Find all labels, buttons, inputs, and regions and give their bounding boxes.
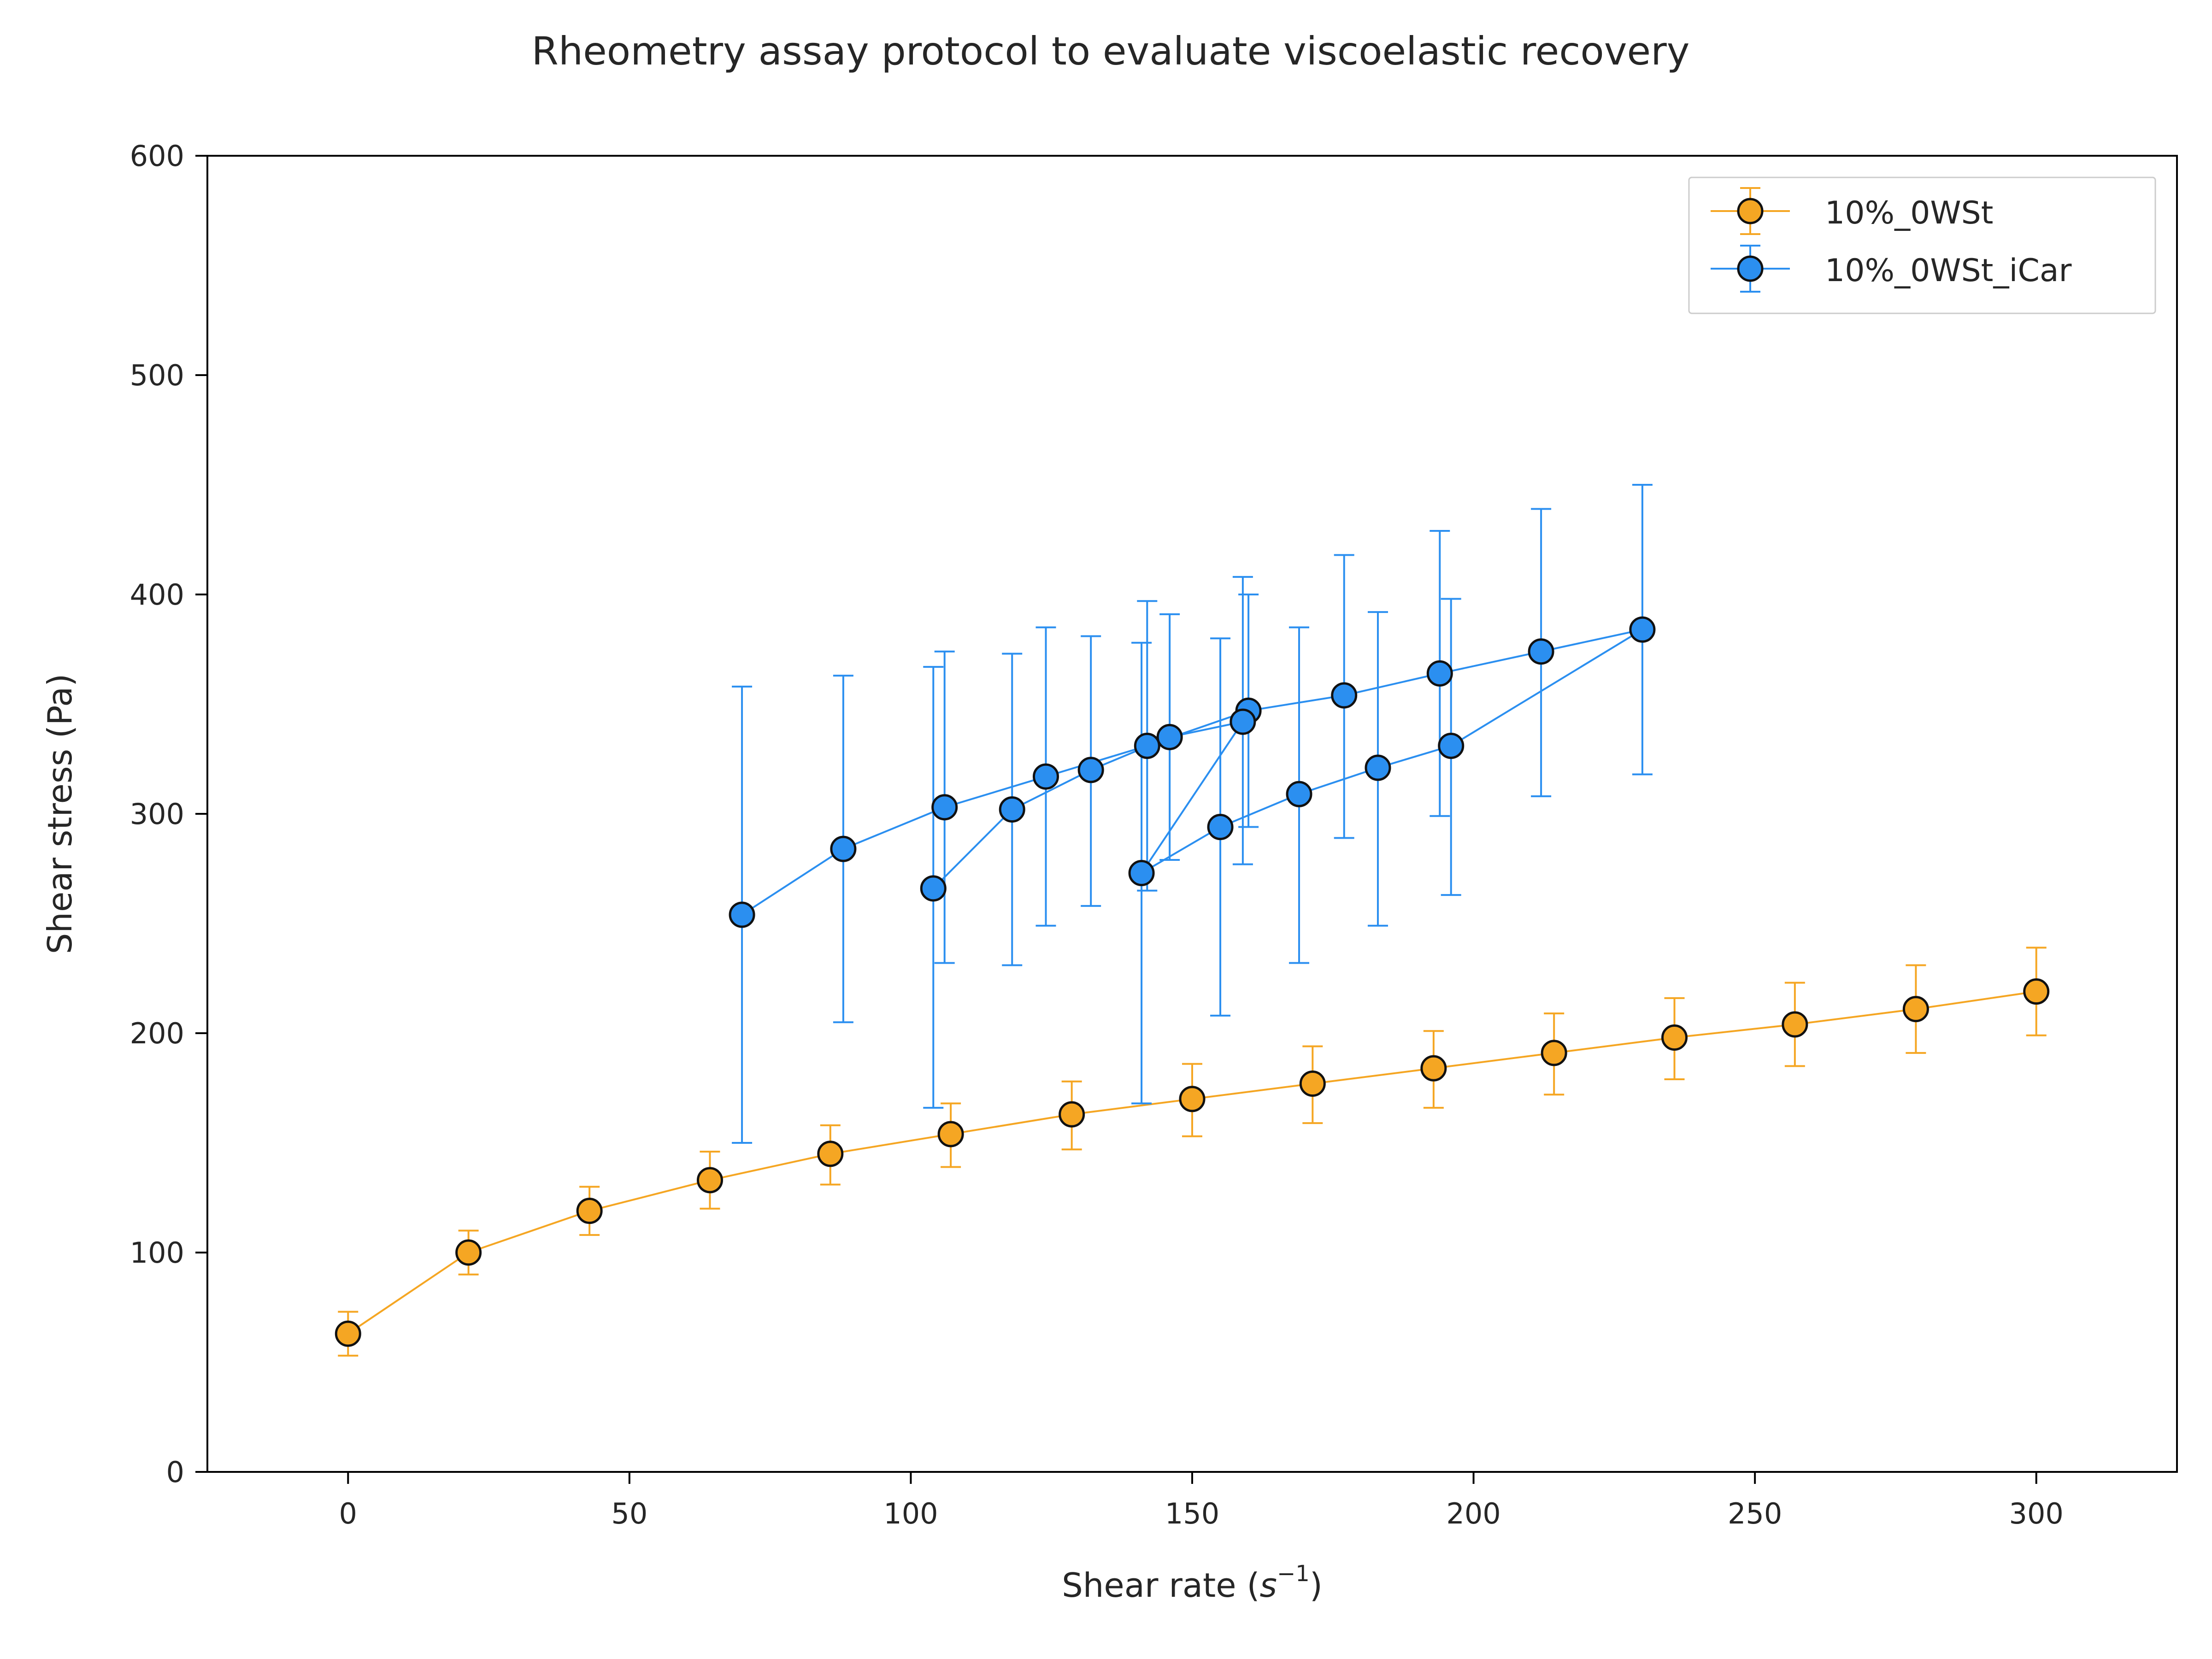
legend-marker-0 (1711, 187, 1790, 235)
data-point-1-2 (931, 794, 958, 821)
data-point-0-13 (1902, 996, 1929, 1023)
data-point-1-1 (830, 835, 857, 862)
data-point-1-9 (1629, 616, 1656, 643)
series-0 (335, 947, 2050, 1357)
x-axis: 0 50 100 150 200 250 300 (339, 1472, 2064, 1530)
data-point-0-1 (455, 1239, 482, 1266)
data-point-0-6 (1059, 1101, 1085, 1128)
data-point-1-18 (999, 796, 1025, 823)
data-point-1-15 (1230, 708, 1256, 735)
x-tick-label-1: 50 (611, 1497, 647, 1530)
x-axis-label-exponent: −1 (1277, 1561, 1310, 1587)
legend-marker-1 (1711, 245, 1790, 293)
data-point-0-0 (335, 1320, 361, 1347)
y-axis-label: Shear stress (Pa) (41, 674, 79, 954)
data-point-1-0 (729, 901, 755, 928)
data-point-0-11 (1661, 1024, 1688, 1051)
x-axis-label-main: Shear rate ( (1062, 1566, 1259, 1605)
data-point-1-8 (1528, 638, 1554, 665)
data-point-0-8 (1299, 1070, 1326, 1097)
x-axis-label-symbol: s (1260, 1566, 1277, 1605)
y-tick-label-1: 100 (130, 1236, 184, 1270)
x-axis-label-close: ) (1310, 1566, 1323, 1605)
data-point-1-12 (1286, 781, 1312, 807)
data-point-1-17 (1077, 757, 1104, 783)
data-point-1-3 (1033, 763, 1059, 790)
chart-title: Rheometry assay protocol to evaluate vis… (532, 29, 1690, 74)
data-point-0-4 (817, 1141, 844, 1167)
y-tick-label-3: 300 (130, 797, 184, 831)
data-point-0-2 (576, 1198, 603, 1224)
x-tick-label-6: 300 (2009, 1497, 2064, 1530)
y-tick-label-6: 600 (130, 139, 184, 173)
legend-label-0: 10%_0WSt (1825, 195, 1993, 231)
legend: 10%_0WSt 10%_0WSt_iCar (1688, 176, 2156, 314)
data-point-1-4 (1134, 732, 1160, 759)
x-tick-label-4: 200 (1446, 1497, 1500, 1530)
data-point-0-14 (2023, 978, 2050, 1005)
y-axis: 0 100 200 300 400 500 600 (130, 139, 207, 1489)
y-tick-label-5: 500 (130, 359, 184, 392)
legend-entry-0: 10%_0WSt (1711, 187, 1993, 235)
data-point-0-3 (696, 1167, 723, 1194)
x-axis-label: Shear rate (s−1) (1062, 1561, 1323, 1605)
y-tick-label-4: 400 (130, 578, 184, 612)
x-tick-label-0: 0 (339, 1497, 357, 1530)
data-point-1-11 (1365, 754, 1391, 781)
y-tick-label-2: 200 (130, 1017, 184, 1050)
data-point-0-5 (937, 1121, 964, 1147)
data-point-1-13 (1207, 814, 1234, 841)
data-point-1-19 (920, 875, 947, 902)
data-point-1-6 (1331, 682, 1358, 709)
data-point-1-16 (1156, 724, 1183, 750)
y-tick-label-0: 0 (166, 1455, 184, 1489)
data-point-1-14 (1128, 860, 1155, 887)
data-point-1-7 (1426, 660, 1453, 687)
data-point-0-7 (1179, 1086, 1206, 1112)
legend-entry-1: 10%_0WSt_iCar (1711, 245, 2072, 293)
x-tick-label-3: 150 (1165, 1497, 1219, 1530)
data-point-0-10 (1541, 1040, 1567, 1066)
x-tick-label-5: 250 (1728, 1497, 1782, 1530)
series-1 (729, 484, 1656, 1144)
data-point-0-12 (1782, 1011, 1808, 1038)
data-point-0-9 (1420, 1055, 1447, 1082)
x-tick-label-2: 100 (883, 1497, 938, 1530)
legend-label-1: 10%_0WSt_iCar (1825, 253, 2072, 289)
plot-series (335, 484, 2050, 1357)
legend-box (1688, 176, 2156, 314)
data-point-1-10 (1438, 732, 1465, 759)
